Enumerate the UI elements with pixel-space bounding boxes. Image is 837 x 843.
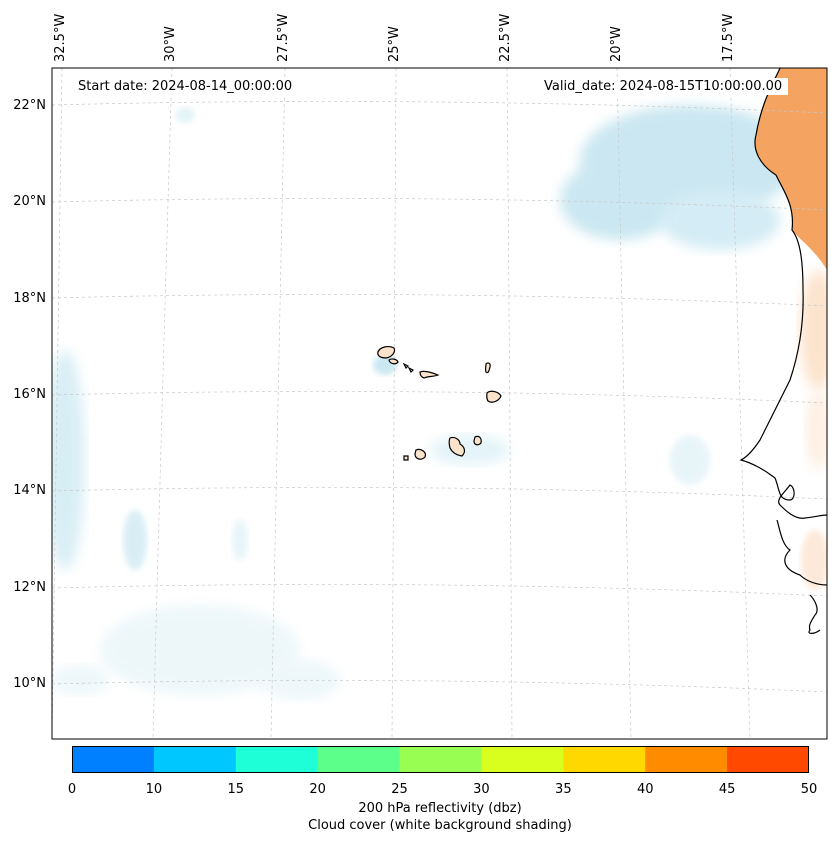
colorbar-tick-label: 20 bbox=[309, 782, 326, 797]
lat-label: 20°N bbox=[13, 194, 46, 209]
colorbar-segment bbox=[645, 746, 728, 773]
colorbar-tick-label: 0 bbox=[67, 782, 77, 797]
colorbar-tick-label: 45 bbox=[718, 782, 736, 797]
lon-label: 32.5°W bbox=[53, 13, 68, 62]
cloud-shading bbox=[52, 105, 800, 700]
colorbar-segment bbox=[563, 746, 646, 773]
lat-label: 22°N bbox=[13, 98, 46, 113]
reflectivity-shading bbox=[376, 68, 827, 590]
start-date-label: Start date: 2024-08-14_00:00:00 bbox=[72, 78, 299, 95]
colorbar-tick-label: 25 bbox=[391, 782, 408, 797]
graticule bbox=[52, 68, 827, 739]
lat-label: 10°N bbox=[13, 676, 46, 691]
lat-label: 12°N bbox=[13, 580, 46, 595]
colorbar bbox=[72, 746, 809, 773]
colorbar-segment bbox=[153, 746, 237, 773]
cape-verde-islands bbox=[377, 346, 502, 461]
colorbar-subtitle: Cloud cover (white background shading) bbox=[308, 818, 572, 833]
colorbar-segment bbox=[317, 746, 401, 773]
colorbar-segment bbox=[235, 746, 319, 773]
colorbar-segment bbox=[399, 746, 482, 773]
lon-label: 17.5°W bbox=[721, 13, 736, 62]
colorbar-tick-label: 15 bbox=[227, 782, 245, 797]
colorbar-border bbox=[72, 746, 809, 773]
colorbar-tick-label: 40 bbox=[636, 782, 654, 797]
lon-label: 22.5°W bbox=[498, 13, 513, 62]
lat-label: 18°N bbox=[13, 291, 46, 306]
colorbar-segment bbox=[727, 746, 809, 773]
colorbar-title: 200 hPa reflectivity (dbz) bbox=[358, 801, 522, 816]
colorbar-tick-label: 30 bbox=[473, 782, 490, 797]
colorbar-segment bbox=[72, 746, 155, 773]
colorbar-tick-label: 10 bbox=[145, 782, 163, 797]
colorbar-tick-label: 35 bbox=[555, 782, 572, 797]
map-frame bbox=[51, 67, 828, 740]
lon-label: 20°W bbox=[609, 26, 624, 62]
coastline bbox=[739, 68, 827, 634]
colorbar-tick-label: 50 bbox=[800, 782, 818, 797]
valid-date-label: Valid_date: 2024-08-15T10:00:00.00 bbox=[538, 78, 789, 95]
colorbar-segment bbox=[481, 746, 564, 773]
lon-label: 25°W bbox=[387, 26, 402, 62]
lon-label: 27.5°W bbox=[276, 13, 291, 62]
lat-label: 14°N bbox=[13, 483, 46, 498]
lon-label: 30°W bbox=[163, 26, 178, 62]
lat-label: 16°N bbox=[13, 387, 46, 402]
